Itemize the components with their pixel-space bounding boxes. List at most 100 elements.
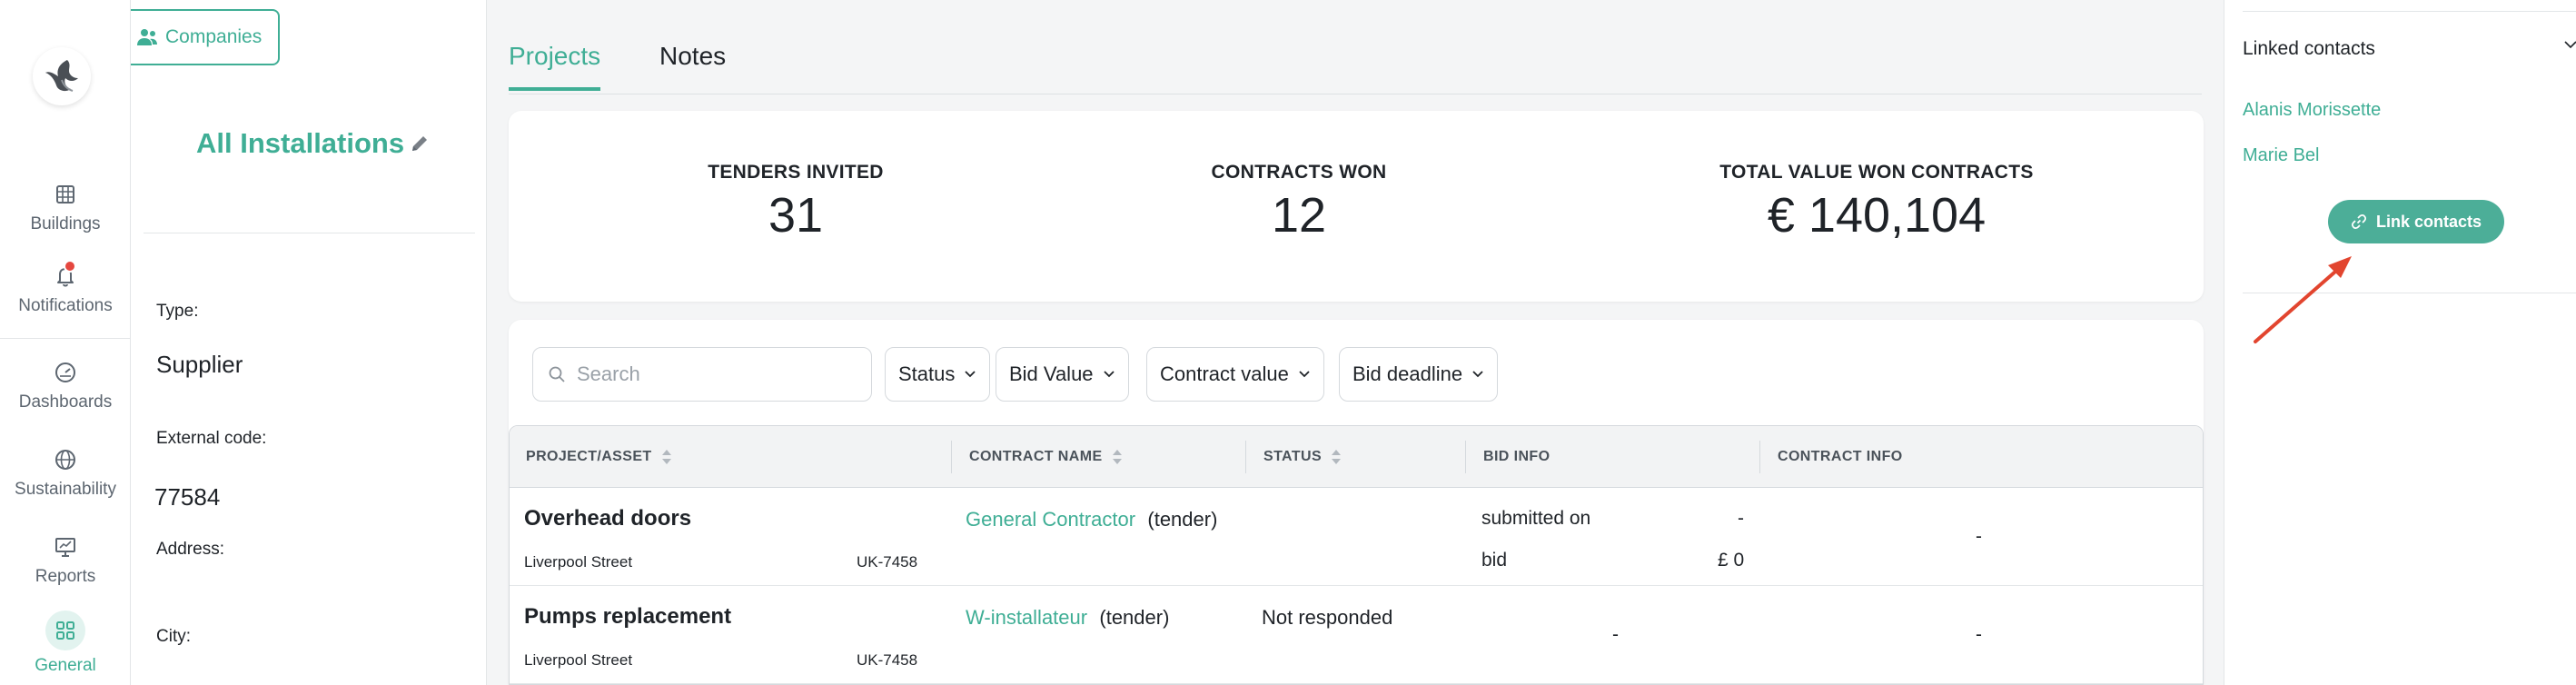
tab-notes[interactable]: Notes bbox=[659, 42, 727, 70]
nav-divider bbox=[0, 338, 131, 339]
nav-item-reports[interactable]: Reports bbox=[0, 534, 131, 587]
filter-contract-value[interactable]: Contract value bbox=[1146, 347, 1324, 402]
column-header-label: STATUS bbox=[1263, 449, 1323, 464]
stat-label: CONTRACTS WON bbox=[1211, 162, 1387, 183]
companies-button[interactable]: Companies bbox=[131, 9, 280, 65]
column-header-contract-name[interactable]: CONTRACT NAME bbox=[953, 426, 1123, 488]
search-input[interactable] bbox=[577, 362, 849, 386]
bid-amount-value: £ 0 bbox=[1718, 550, 1745, 571]
column-header-label: CONTRACT NAME bbox=[969, 449, 1103, 464]
link-contacts-label: Link contacts bbox=[2375, 212, 2482, 231]
filter-bid-value[interactable]: Bid Value bbox=[996, 347, 1129, 402]
linked-contacts-title[interactable]: Linked contacts bbox=[2243, 38, 2375, 59]
nav-label-general: General bbox=[35, 656, 96, 675]
type-value: Supplier bbox=[156, 351, 243, 378]
asset-name: Liverpool Street bbox=[524, 553, 633, 571]
nav-label-dashboards: Dashboards bbox=[18, 392, 113, 412]
stats-card: TENDERS INVITED 31 CONTRACTS WON 12 TOTA… bbox=[509, 111, 2204, 302]
nav-item-notifications[interactable]: Notifications bbox=[0, 260, 131, 316]
contact-link-alanis-morissette[interactable]: Alanis Morissette bbox=[2243, 100, 2382, 120]
search-icon bbox=[549, 366, 565, 382]
table-row[interactable]: Pumps replacement Liverpool Street UK-74… bbox=[510, 586, 2203, 684]
gauge-icon bbox=[55, 362, 75, 382]
building-grid-icon bbox=[56, 185, 74, 204]
table-header: PROJECT/ASSET CONTRACT NAME STATUS bbox=[510, 426, 2203, 488]
linked-contacts-panel: Linked contacts Alanis Morissette Marie … bbox=[2224, 0, 2576, 685]
contract-name-cell: General Contractor (tender) bbox=[966, 508, 1217, 531]
notification-badge bbox=[64, 260, 76, 273]
nav-label-sustainability: Sustainability bbox=[15, 480, 116, 499]
company-info-panel: Companies All Installations Type: Suppli… bbox=[131, 0, 487, 685]
filter-bid-deadline[interactable]: Bid deadline bbox=[1339, 347, 1499, 402]
nav-label-reports: Reports bbox=[35, 567, 96, 586]
nav-item-general[interactable]: General bbox=[0, 611, 131, 676]
panel-divider bbox=[2243, 11, 2576, 12]
search-box[interactable] bbox=[532, 347, 872, 402]
projects-panel: Status Bid Value Contract value Bid dead… bbox=[509, 320, 2204, 685]
column-header-project-asset[interactable]: PROJECT/ASSET bbox=[510, 426, 672, 488]
chevron-down-icon bbox=[1299, 371, 1310, 378]
column-divider bbox=[1759, 441, 1760, 473]
sort-icon bbox=[661, 450, 671, 464]
bid-submitted-value: - bbox=[1738, 508, 1744, 529]
column-divider bbox=[1245, 441, 1246, 473]
link-contacts-button[interactable]: Link contacts bbox=[2328, 200, 2504, 243]
project-name[interactable]: Pumps replacement bbox=[524, 604, 732, 629]
filter-label: Bid deadline bbox=[1352, 362, 1463, 385]
chevron-down-icon[interactable] bbox=[2564, 40, 2576, 49]
column-header-status[interactable]: STATUS bbox=[1247, 426, 1342, 488]
column-header-label: BID INFO bbox=[1483, 449, 1551, 464]
logo-icon bbox=[45, 60, 78, 92]
contact-link-marie-bel[interactable]: Marie Bel bbox=[2243, 145, 2320, 165]
stat-label: TOTAL VALUE WON CONTRACTS bbox=[1719, 162, 2034, 183]
contract-name-link[interactable]: W-installateur bbox=[966, 606, 1088, 629]
contract-name-link[interactable]: General Contractor bbox=[966, 508, 1136, 531]
column-divider bbox=[1465, 441, 1466, 473]
table-row[interactable]: Overhead doors Liverpool Street UK-7458 … bbox=[510, 488, 2203, 586]
filter-status[interactable]: Status bbox=[885, 347, 991, 402]
contract-kind: (tender) bbox=[1147, 508, 1218, 531]
stat-value: € 140,104 bbox=[1767, 188, 1986, 243]
main-content: Projects Notes TENDERS INVITED 31 CONTRA… bbox=[487, 0, 2224, 685]
nav-label-notifications: Notifications bbox=[18, 296, 113, 315]
nav-item-dashboards[interactable]: Dashboards bbox=[0, 360, 131, 412]
nav-rail: Buildings Notifications Dashboards bbox=[0, 0, 131, 685]
stat-tenders-invited: TENDERS INVITED 31 bbox=[696, 162, 896, 243]
asset-code: UK-7458 bbox=[857, 553, 918, 571]
stat-value: 31 bbox=[768, 188, 824, 243]
asset-name: Liverpool Street bbox=[524, 651, 633, 669]
contract-info-value: - bbox=[1976, 624, 1982, 645]
type-label: Type: bbox=[156, 302, 199, 321]
link-chain-icon bbox=[2351, 213, 2367, 230]
project-name[interactable]: Overhead doors bbox=[524, 506, 692, 531]
bid-info-value: - bbox=[1612, 624, 1619, 645]
companies-button-label: Companies bbox=[165, 26, 263, 47]
company-logo[interactable] bbox=[33, 47, 91, 105]
annotation-arrow-icon bbox=[2254, 256, 2352, 343]
external-code-label: External code: bbox=[156, 429, 267, 448]
pencil-edit-icon[interactable] bbox=[410, 134, 430, 154]
filter-label: Status bbox=[898, 362, 956, 385]
presentation-chart-icon bbox=[55, 538, 75, 557]
filter-label: Contract value bbox=[1160, 362, 1289, 385]
globe-icon bbox=[55, 450, 75, 470]
company-title: All Installations bbox=[196, 127, 430, 160]
city-label: City: bbox=[156, 627, 191, 646]
chevron-down-icon bbox=[965, 371, 976, 378]
contract-kind: (tender) bbox=[1099, 606, 1170, 629]
tab-projects[interactable]: Projects bbox=[509, 42, 601, 91]
asset-code: UK-7458 bbox=[857, 651, 918, 669]
bid-amount-label: bid bbox=[1481, 550, 1508, 571]
bid-submitted-label: submitted on bbox=[1481, 508, 1591, 529]
external-code-value: 77584 bbox=[154, 483, 221, 511]
users-icon bbox=[137, 29, 157, 45]
contract-name-cell: W-installateur (tender) bbox=[966, 606, 1169, 630]
nav-item-sustainability[interactable]: Sustainability bbox=[0, 447, 131, 500]
grid-four-icon bbox=[56, 621, 74, 640]
column-header-label: PROJECT/ASSET bbox=[526, 449, 652, 464]
stat-value: 12 bbox=[1271, 188, 1327, 243]
sort-icon bbox=[1112, 450, 1122, 464]
nav-item-buildings[interactable]: Buildings bbox=[0, 182, 131, 234]
company-name: All Installations bbox=[196, 127, 405, 159]
